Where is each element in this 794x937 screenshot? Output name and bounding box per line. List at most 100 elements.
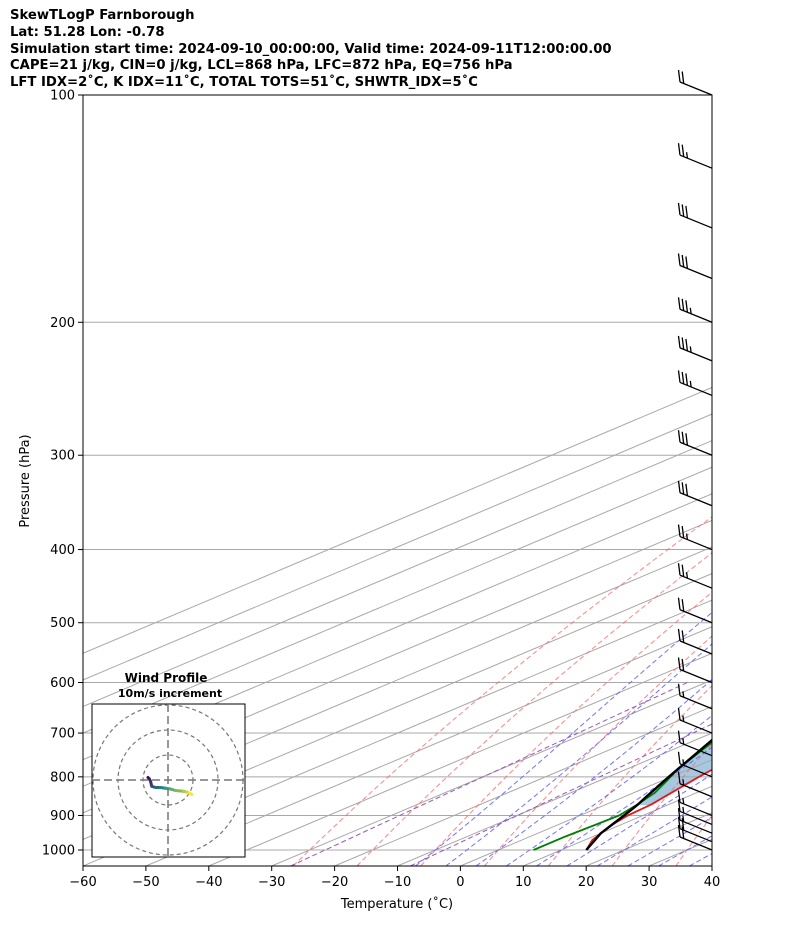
wind-barb-flag xyxy=(685,256,689,269)
wind-barb-half-flag xyxy=(685,533,689,540)
isotherm-line xyxy=(711,865,712,866)
wind-barb-shaft xyxy=(679,695,713,710)
x-tick-label: 0 xyxy=(456,875,464,890)
wind-barb-flag xyxy=(677,430,681,443)
wind-barb-flag xyxy=(677,370,681,383)
wind-barb-flag xyxy=(677,707,681,721)
wind-barb-half-flag xyxy=(682,779,685,786)
wind-barb-half-flag xyxy=(689,380,692,388)
y-tick-label: 600 xyxy=(50,676,75,691)
isotherm-line xyxy=(334,705,712,866)
y-tick-label: 200 xyxy=(50,316,75,331)
wind-barb-shaft xyxy=(679,492,713,507)
wind-barb-shaft xyxy=(679,154,713,169)
moist-adiabat xyxy=(475,678,712,866)
wind-barb-flag xyxy=(677,202,681,216)
wind-barb-shaft xyxy=(679,441,713,456)
moist-adiabat xyxy=(415,611,712,866)
x-tick-label: 30 xyxy=(641,875,658,890)
wind-barb xyxy=(677,808,713,834)
wind-barb xyxy=(677,297,713,323)
wind-barb-flag xyxy=(677,824,681,838)
wind-barb-flag xyxy=(677,480,681,493)
wind-barb-shaft xyxy=(679,308,713,323)
wind-barb-half-flag xyxy=(685,572,689,579)
wind-barb-shaft xyxy=(679,810,713,826)
moist-adiabat xyxy=(720,95,794,866)
wind-barb-half-flag xyxy=(682,806,685,814)
dry-adiabat xyxy=(547,685,712,866)
wind-barb-flag xyxy=(677,335,681,348)
wind-barb-flag xyxy=(677,816,681,829)
hodograph-trace-segment xyxy=(187,791,194,796)
wind-barb-half-flag xyxy=(682,815,685,822)
wind-barb-shaft xyxy=(679,640,713,655)
wind-barb-flag xyxy=(677,597,681,610)
x-tick-label: −40 xyxy=(195,875,222,890)
x-tick-label: 40 xyxy=(704,875,721,890)
x-axis-label: Temperature (˚C) xyxy=(340,896,453,912)
wind-barb xyxy=(677,824,713,851)
dry-adiabat xyxy=(484,635,712,866)
wind-barb-shaft xyxy=(679,801,713,817)
moist-adiabat xyxy=(445,643,712,866)
dry-adiabat xyxy=(420,591,712,866)
wind-barb-flag xyxy=(677,771,681,784)
wind-barb xyxy=(677,430,713,456)
wind-barb-half-flag xyxy=(689,307,692,314)
wind-barb xyxy=(677,597,713,624)
x-tick-label: −20 xyxy=(321,875,348,890)
wind-barb-half-flag xyxy=(685,152,689,159)
y-tick-label: 400 xyxy=(50,543,75,558)
mixing-ratio-line xyxy=(410,723,712,866)
wind-barb xyxy=(677,751,713,778)
wind-barb-flag xyxy=(677,69,681,83)
isotherm-line xyxy=(83,573,712,840)
isotherm-line xyxy=(83,546,712,814)
isotherm-line xyxy=(83,466,712,734)
wind-barb-shaft xyxy=(679,81,713,96)
wind-barb-half-flag xyxy=(682,738,685,745)
mixing-ratio-line xyxy=(290,682,688,866)
wind-barb xyxy=(677,657,713,684)
y-tick-label: 800 xyxy=(50,770,75,785)
wind-barb xyxy=(677,683,713,710)
wind-barb-flag xyxy=(677,657,681,670)
wind-barb xyxy=(677,628,713,655)
chart-header: SkewTLogP Farnborough Lat: 51.28 Lon: -0… xyxy=(10,8,612,92)
indices-line: LFT IDX=2˚C, K IDX=11˚C, TOTAL TOTS=51˚C… xyxy=(10,75,478,91)
dry-adiabat xyxy=(740,95,794,866)
wind-barb xyxy=(677,480,713,507)
y-tick-label: 500 xyxy=(50,616,75,631)
wind-barb-shaft xyxy=(679,609,713,624)
moist-adiabat xyxy=(597,796,712,866)
hodograph-title: Wind Profile xyxy=(125,671,208,685)
wind-barb-flag xyxy=(677,143,681,156)
x-tick-label: −10 xyxy=(384,875,411,890)
x-tick-label: 20 xyxy=(578,875,595,890)
time-line: Simulation start time: 2024-09-10_00:00:… xyxy=(10,41,612,57)
wind-barb-flag xyxy=(685,205,689,219)
wind-barb-flag xyxy=(677,297,681,310)
wind-barb-shaft xyxy=(679,828,713,843)
wind-barb-shaft xyxy=(679,668,713,684)
wind-barb-flag xyxy=(681,71,685,84)
isotherm-line xyxy=(397,732,712,866)
wind-barb xyxy=(677,816,713,843)
wind-barb-flag xyxy=(677,799,681,812)
wind-barb-flag xyxy=(685,483,689,496)
wind-barb xyxy=(677,335,713,362)
x-tick-label: 10 xyxy=(515,875,532,890)
wind-barb-half-flag xyxy=(689,346,692,353)
wind-barb xyxy=(677,202,713,229)
wind-barb-flag xyxy=(681,564,685,577)
wind-barb-flag xyxy=(685,433,689,446)
wind-barb xyxy=(677,370,713,397)
isotherm-line xyxy=(83,386,712,654)
wind-barb-flag xyxy=(677,563,681,576)
wind-barb-flag xyxy=(681,630,685,643)
wind-barb-flag xyxy=(681,337,685,350)
isotherm-line xyxy=(83,599,712,866)
wind-barb xyxy=(677,730,713,757)
